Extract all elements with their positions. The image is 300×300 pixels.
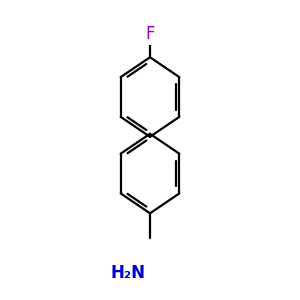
- Text: F: F: [145, 25, 155, 43]
- Text: H₂N: H₂N: [110, 264, 146, 282]
